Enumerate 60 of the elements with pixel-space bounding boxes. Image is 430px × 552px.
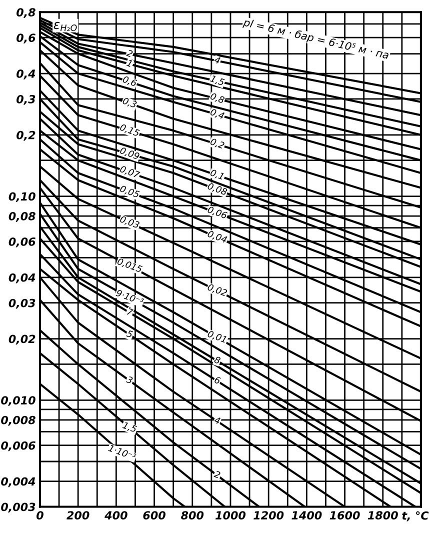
x-tick-label: 200: [66, 511, 90, 520]
text: 0,1: [210, 168, 224, 181]
x-tick-label: 600: [143, 511, 166, 520]
text: 0,03: [119, 215, 140, 230]
y-tick-label: 0,004: [1, 477, 36, 488]
text: 0,07: [119, 165, 140, 180]
x-tick-label: 1800: [368, 511, 398, 520]
y-tick-label: 0,06: [8, 237, 36, 248]
y-tick-label: 0,6: [16, 34, 36, 44]
text: 1: [126, 59, 132, 67]
y-tick-label: 0,03: [8, 298, 36, 309]
text: 4: [214, 416, 221, 424]
text: 1,5: [210, 74, 225, 87]
x-tick-label: 1000: [215, 511, 246, 520]
y-tick-label: 0,006: [1, 441, 36, 452]
text: 2: [214, 470, 221, 478]
text: 8: [214, 356, 221, 364]
text: 0,09: [119, 146, 140, 161]
text: pl = 6 м · бар = 6·10⁵ м · па: [242, 18, 390, 62]
y-tick-label: 0,2: [16, 130, 36, 141]
text: 6: [214, 376, 221, 384]
y-axis-title: ε$_{H₂O}$: [54, 22, 77, 32]
x-tick-label: 1400: [292, 511, 322, 520]
text: 0,4: [210, 108, 225, 120]
x-tick-label: 1200: [254, 511, 284, 520]
text: 0,04: [206, 230, 228, 244]
text: 0,8: [210, 92, 225, 104]
x-tick-label: 0: [36, 511, 44, 520]
y-tick-label: 0,003: [1, 502, 36, 513]
y-tick-label: 0,4: [16, 69, 36, 80]
text: 3: [126, 376, 134, 384]
text: 0,01: [206, 330, 227, 344]
text: 0,06: [206, 206, 228, 220]
y-tick-label: 0,3: [16, 94, 36, 105]
y-tick-label: 0,8: [16, 8, 36, 18]
text: 0,2: [210, 138, 225, 150]
text: 1·10⁻³: [108, 444, 136, 460]
text: 0,3: [122, 97, 138, 109]
y-tick-label: 0,08: [8, 212, 36, 222]
y-tick-label: 0,10: [8, 192, 36, 202]
text: 0,015: [116, 258, 143, 274]
x-tick-label: 1600: [330, 511, 360, 520]
x-tick-label: 800: [181, 511, 204, 520]
x-axis-title: t, °C: [402, 511, 429, 522]
text: 0,02: [206, 283, 228, 298]
text: 1,5: [122, 422, 138, 434]
text: 7: [126, 308, 134, 316]
text: 9·10⁻³: [116, 289, 144, 306]
text: 0,15: [119, 124, 140, 138]
y-tick-label: 0,04: [8, 273, 36, 284]
y-tick-label: 0,010: [1, 396, 36, 406]
text: 5: [126, 330, 134, 338]
x-tick-label: 400: [104, 511, 128, 520]
text: 0,6: [122, 76, 138, 88]
text: 2: [126, 49, 134, 58]
y-tick-label: 0,008: [1, 416, 36, 426]
y-tick-label: 0,02: [8, 334, 36, 345]
text: 0,08: [206, 182, 228, 196]
text: 0,05: [119, 184, 140, 199]
text: 4: [214, 56, 221, 64]
